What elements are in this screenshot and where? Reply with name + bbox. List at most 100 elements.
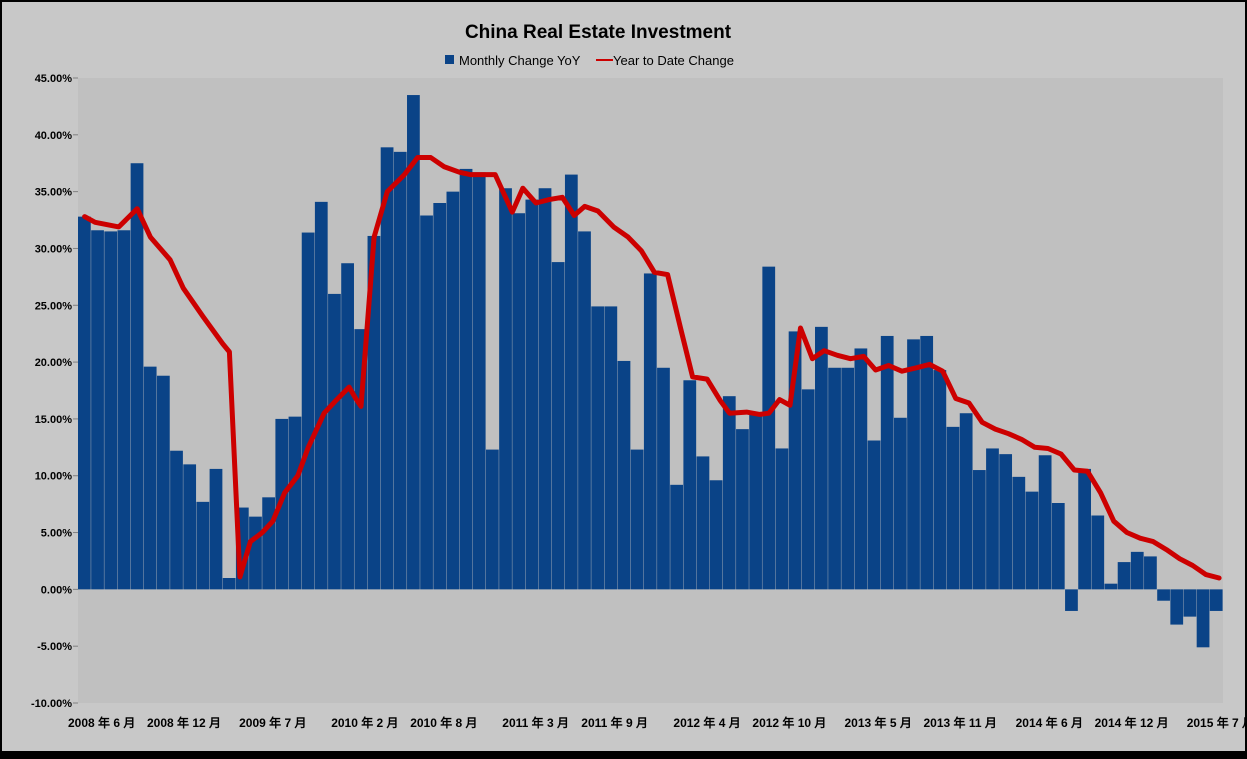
y-tick-label: 40.00% [35, 130, 73, 142]
legend-line-label: Year to Date Change [613, 53, 734, 68]
ytd-change-line [82, 155, 1222, 581]
y-tick-label: 15.00% [35, 414, 73, 426]
bar [736, 429, 749, 590]
bar [657, 367, 670, 590]
y-tick-label: 45.00% [35, 73, 73, 85]
bar [828, 367, 841, 590]
y-tick-label: 0.00% [41, 584, 72, 596]
bar [433, 203, 447, 590]
bar [630, 449, 644, 590]
bar [551, 262, 565, 590]
bar [367, 235, 381, 590]
bar [972, 470, 986, 590]
bar [209, 468, 223, 590]
bar [104, 231, 118, 590]
y-tick-label: -5.00% [37, 641, 72, 653]
x-tick-label: 2011 年 9 月 [581, 715, 648, 730]
x-tick-label: 2009 年 7 月 [239, 715, 306, 730]
x-axis: 2008 年 6 月 2008 年 12 月 2009 年 7 月 2010 年 2 … [68, 715, 1247, 730]
bar [538, 188, 552, 590]
x-tick-label: 2012 年 10 月 [752, 715, 826, 730]
bar [170, 450, 183, 590]
bar [696, 456, 710, 590]
bar [775, 448, 789, 590]
x-tick-label: 2015 年 7 月 [1187, 715, 1247, 730]
bar [749, 414, 762, 590]
y-tick-label: 35.00% [35, 187, 73, 199]
bar [196, 501, 210, 590]
y-tick-label: 20.00% [35, 357, 73, 369]
bar-series [78, 95, 1223, 648]
bar [564, 174, 578, 590]
y-tick-label: -10.00% [31, 698, 72, 710]
bar [183, 464, 197, 590]
bar [1051, 503, 1065, 590]
x-tick-label: 2008 年 6 月 [68, 715, 135, 730]
bar [485, 449, 499, 590]
bar [709, 480, 723, 590]
x-tick-label: 2013 年 11 月 [924, 715, 997, 730]
bar [143, 366, 157, 590]
bar [722, 396, 736, 590]
bar [578, 231, 591, 590]
bar [1012, 476, 1026, 590]
bar [288, 416, 302, 590]
bar [841, 367, 855, 590]
bar [670, 484, 683, 590]
bar [854, 348, 868, 590]
bar [959, 413, 973, 590]
bar [130, 163, 144, 590]
x-tick-label: 2011 年 3 月 [502, 715, 569, 730]
legend: Monthly Change YoY Year to Date Change [445, 53, 734, 68]
x-tick-label: 2013 年 5 月 [845, 715, 912, 730]
bar [91, 230, 104, 590]
bar [512, 213, 526, 590]
bar [459, 168, 473, 590]
y-tick-label: 25.00% [35, 300, 73, 312]
bar [1078, 468, 1091, 590]
x-tick-label: 2012 年 4 月 [673, 715, 740, 730]
bar [880, 335, 894, 590]
bar [380, 147, 394, 590]
y-axis: 45.00% 40.00% 35.00% 30.00% 25.00% 20.00% 15.0… [31, 73, 78, 710]
legend-bar-label: Monthly Change YoY [459, 53, 581, 68]
bar [946, 426, 960, 590]
bar [1209, 589, 1223, 611]
bar [617, 360, 631, 590]
bar [986, 448, 999, 590]
bar [1183, 589, 1197, 617]
bar [499, 188, 512, 590]
bar [683, 380, 697, 590]
bar [762, 266, 776, 590]
bar [420, 215, 433, 590]
bar [1065, 589, 1078, 611]
bar [1091, 515, 1105, 590]
chart-title: China Real Estate Investment [465, 22, 732, 43]
bar [591, 306, 605, 590]
bar [933, 370, 947, 590]
bar [815, 326, 828, 590]
bar [604, 306, 618, 590]
bar [328, 293, 341, 590]
x-tick-label: 2014 年 12 月 [1095, 715, 1169, 730]
y-tick-label: 30.00% [35, 243, 73, 255]
bar [907, 339, 920, 590]
bar [78, 216, 91, 590]
bar [117, 230, 131, 590]
bar [801, 389, 815, 590]
bar [314, 201, 328, 590]
x-tick-label: 2010 年 2 月 [331, 715, 398, 730]
bar [407, 95, 420, 590]
bar [999, 454, 1013, 590]
bar [341, 263, 354, 590]
bar [1104, 583, 1118, 590]
legend-bar-swatch [445, 55, 454, 64]
bar [262, 497, 276, 590]
bar [1196, 589, 1210, 648]
bar [446, 191, 460, 590]
bar [156, 375, 170, 590]
bar [525, 199, 539, 590]
y-tick-label: 10.00% [35, 471, 73, 483]
